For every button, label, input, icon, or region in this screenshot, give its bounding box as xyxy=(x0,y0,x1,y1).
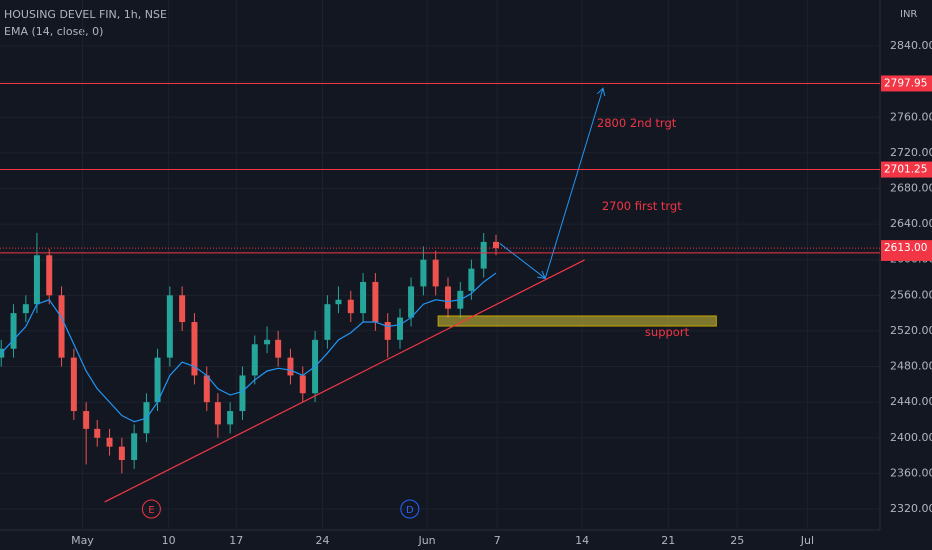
candle-body xyxy=(468,268,475,291)
y-tick-label: 2480.00 xyxy=(890,360,932,373)
x-tick-label: 25 xyxy=(730,534,744,547)
candle-body xyxy=(0,348,5,358)
candle-body xyxy=(480,241,487,269)
y-tick-label: 2520.00 xyxy=(890,324,932,337)
candle-body xyxy=(239,375,246,412)
candle-body xyxy=(264,339,271,345)
candle-body xyxy=(335,299,342,305)
y-tick-label: 2680.00 xyxy=(890,181,932,194)
x-tick-label: May xyxy=(71,534,94,547)
candle-body xyxy=(33,255,40,305)
candle-body xyxy=(360,281,367,314)
x-tick-label: 21 xyxy=(661,534,675,547)
candle-body xyxy=(131,433,138,461)
candle-body xyxy=(10,313,17,349)
y-tick-label: 2320.00 xyxy=(890,502,932,515)
event-label: D xyxy=(406,505,414,516)
ema-line xyxy=(0,272,497,423)
candle-body xyxy=(397,317,403,340)
event-marker xyxy=(141,499,161,519)
candle-body xyxy=(420,259,427,287)
annotation: 2700 first trgt xyxy=(602,199,682,213)
candle-body xyxy=(493,241,499,249)
x-tick-label: 10 xyxy=(162,534,176,547)
candle-body xyxy=(251,344,258,376)
price-label-box xyxy=(881,240,932,257)
candle-body xyxy=(384,322,391,340)
y-tick-label: 2440.00 xyxy=(890,395,932,408)
candle-body xyxy=(106,437,113,447)
last-price-label: 2613.00 xyxy=(884,242,927,254)
x-tick-label: 24 xyxy=(315,534,329,547)
annotation: 2800 2nd trgt xyxy=(597,116,677,130)
y-tick-label: 2400.00 xyxy=(890,431,932,444)
candle-body xyxy=(203,375,210,403)
candle-body xyxy=(372,281,379,323)
candle-body xyxy=(408,286,415,318)
y-tick-label: 2560.00 xyxy=(890,288,932,301)
candle-body xyxy=(83,411,90,429)
y-tick-label: 2760.00 xyxy=(890,110,932,123)
chart-title: HOUSING DEVEL FIN, 1h, NSE xyxy=(4,8,167,21)
y-tick-label: 2840.00 xyxy=(890,39,932,52)
candle-body xyxy=(227,411,234,425)
price-label-box xyxy=(881,75,932,92)
x-tick-label: 7 xyxy=(494,534,501,547)
support-zone xyxy=(437,315,717,327)
price-label-box xyxy=(881,161,932,178)
y-tick-label: 2720.00 xyxy=(890,146,932,159)
candle-body xyxy=(166,295,173,358)
candle-body xyxy=(347,299,354,314)
trend-line xyxy=(104,259,585,503)
price-label: 2797.95 xyxy=(884,77,927,89)
candle-body xyxy=(191,322,198,376)
projection-arrow xyxy=(544,87,606,279)
x-tick-label: 17 xyxy=(229,534,243,547)
candle-body xyxy=(214,402,221,425)
event-marker xyxy=(400,499,420,519)
indicator-label: EMA (14, close, 0) xyxy=(4,25,103,38)
y-tick-label: 2360.00 xyxy=(890,466,932,479)
candle-body xyxy=(22,304,29,314)
candle-body xyxy=(70,357,77,412)
candle-body xyxy=(445,286,451,309)
candle-body xyxy=(58,295,65,358)
candle-body xyxy=(46,255,53,296)
candle-body xyxy=(299,375,306,394)
candle-body xyxy=(324,304,331,340)
price-label: 2701.25 xyxy=(884,164,927,176)
currency: INR xyxy=(900,9,917,20)
annotation: support xyxy=(645,325,690,339)
candle-body xyxy=(287,357,294,376)
candle-body xyxy=(154,357,161,403)
candle-body xyxy=(179,295,186,323)
x-tick-label: 14 xyxy=(575,534,589,547)
x-tick-label: Jun xyxy=(417,534,435,547)
x-tick-label: Jul xyxy=(800,534,814,547)
candle-body xyxy=(94,428,101,438)
candle-body xyxy=(118,446,125,461)
event-label: E xyxy=(148,505,154,516)
candle-body xyxy=(275,339,282,358)
y-tick-label: 2640.00 xyxy=(890,217,932,230)
candle-body xyxy=(432,259,439,287)
